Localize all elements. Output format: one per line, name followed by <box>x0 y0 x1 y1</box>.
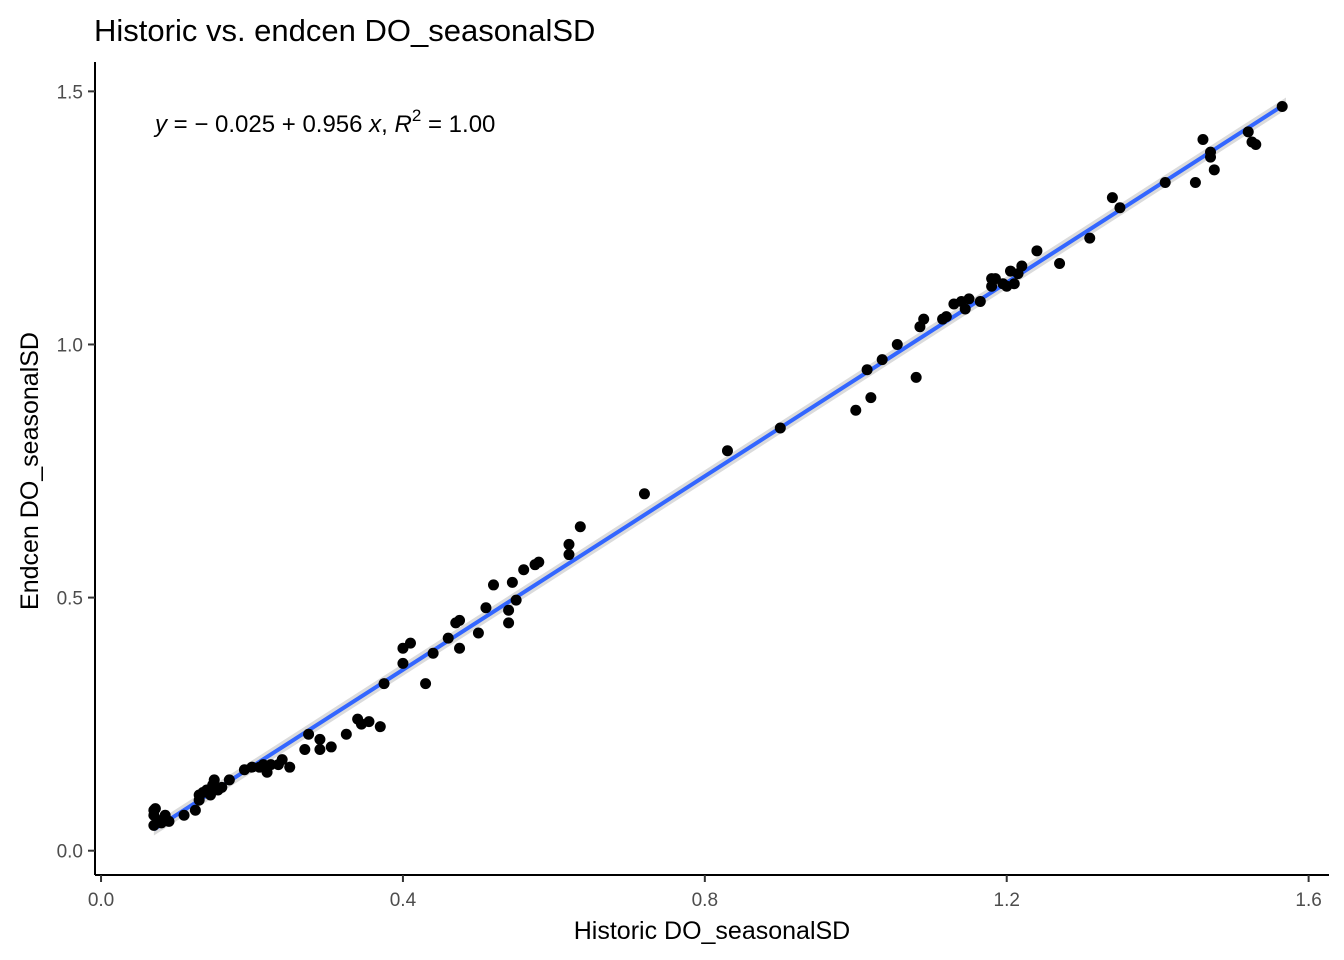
data-point <box>1016 260 1028 272</box>
data-point <box>1031 245 1043 257</box>
data-point <box>1054 257 1066 269</box>
data-point <box>891 338 903 350</box>
data-point <box>510 594 522 606</box>
x-axis-title: Historic DO_seasonalSD <box>574 917 851 945</box>
data-point <box>959 303 971 315</box>
data-point <box>1208 164 1220 176</box>
data-point <box>488 579 500 591</box>
data-point <box>480 602 492 614</box>
data-point <box>340 728 352 740</box>
x-tick-label: 0.4 <box>390 890 417 911</box>
data-point <box>314 733 326 745</box>
data-point <box>1205 146 1217 158</box>
data-point <box>454 642 466 654</box>
data-point <box>1197 133 1209 145</box>
plot-area <box>148 97 1288 836</box>
data-point <box>325 741 337 753</box>
data-point <box>246 761 258 773</box>
y-tick-label: 1.5 <box>57 82 83 103</box>
data-point <box>276 754 288 766</box>
data-point <box>472 627 484 639</box>
data-point <box>1114 202 1126 214</box>
data-point <box>1159 176 1171 188</box>
data-point <box>378 678 390 690</box>
data-point <box>454 614 466 626</box>
y-tick-label: 1.0 <box>57 335 83 356</box>
x-tick-label: 0.8 <box>692 890 718 911</box>
data-point <box>918 313 930 325</box>
data-point <box>1250 139 1262 151</box>
data-point <box>314 743 326 755</box>
y-tick-label: 0.0 <box>57 842 83 863</box>
data-point <box>208 774 220 786</box>
data-point <box>1189 176 1201 188</box>
data-point <box>149 803 161 815</box>
data-point <box>518 564 530 576</box>
data-point <box>420 678 432 690</box>
data-point <box>374 721 386 733</box>
data-point <box>397 657 409 669</box>
data-point <box>189 804 201 816</box>
data-point <box>303 728 315 740</box>
regression-line <box>152 101 1288 832</box>
data-points <box>148 101 1288 831</box>
data-point <box>1106 192 1118 204</box>
data-point <box>265 759 277 771</box>
y-axis-title: Endcen DO_seasonalSD <box>16 332 44 610</box>
data-point <box>299 743 311 755</box>
data-point <box>1008 278 1020 290</box>
data-point <box>563 549 575 561</box>
data-point <box>574 521 586 533</box>
x-tick-label: 0.0 <box>88 890 114 911</box>
annotation-separator: , <box>381 111 394 138</box>
data-point <box>910 371 922 383</box>
regression-equation-annotation: y = − 0.025 + 0.956 x, R2 = 1.00 <box>153 106 495 138</box>
data-point <box>533 556 545 568</box>
data-point <box>963 293 975 305</box>
data-point <box>427 647 439 659</box>
data-point <box>940 311 952 323</box>
x-tick-label: 1.6 <box>1295 890 1321 911</box>
data-point <box>563 538 575 550</box>
data-point <box>223 774 235 786</box>
y-tick-label: 0.5 <box>57 589 83 610</box>
data-point <box>876 354 888 366</box>
annotation-coefficients: = − 0.025 + 0.956 <box>167 111 369 138</box>
data-point <box>1084 232 1096 244</box>
chart-title: Historic vs. endcen DO_seasonalSD <box>94 13 595 48</box>
x-tick-label: 1.2 <box>994 890 1020 911</box>
data-point <box>1276 101 1288 113</box>
data-point <box>721 445 733 457</box>
data-point <box>442 632 454 644</box>
data-point <box>638 488 650 500</box>
data-point <box>974 295 986 307</box>
data-point <box>506 576 518 588</box>
annotation-r-value: = 1.00 <box>421 111 495 138</box>
data-point <box>850 404 862 416</box>
annotation-x-symbol: x <box>368 111 382 138</box>
data-point <box>404 637 416 649</box>
data-point <box>861 364 873 376</box>
annotation-y-symbol: y <box>153 111 169 138</box>
data-point <box>774 422 786 434</box>
data-point <box>178 809 190 821</box>
annotation-r-symbol: R <box>395 111 412 138</box>
data-point <box>865 392 877 404</box>
y-axis-ticks: 0.0 0.5 1.0 1.5 <box>57 82 95 863</box>
data-point <box>163 815 175 827</box>
x-axis-ticks: 0.0 0.4 0.8 1.2 1.6 <box>88 875 1322 911</box>
data-point <box>503 604 515 616</box>
data-point <box>216 781 228 793</box>
data-point <box>284 761 296 773</box>
data-point <box>363 716 375 728</box>
data-point <box>503 617 515 629</box>
data-point <box>1242 126 1254 138</box>
annotation-r-exponent: 2 <box>412 106 421 125</box>
